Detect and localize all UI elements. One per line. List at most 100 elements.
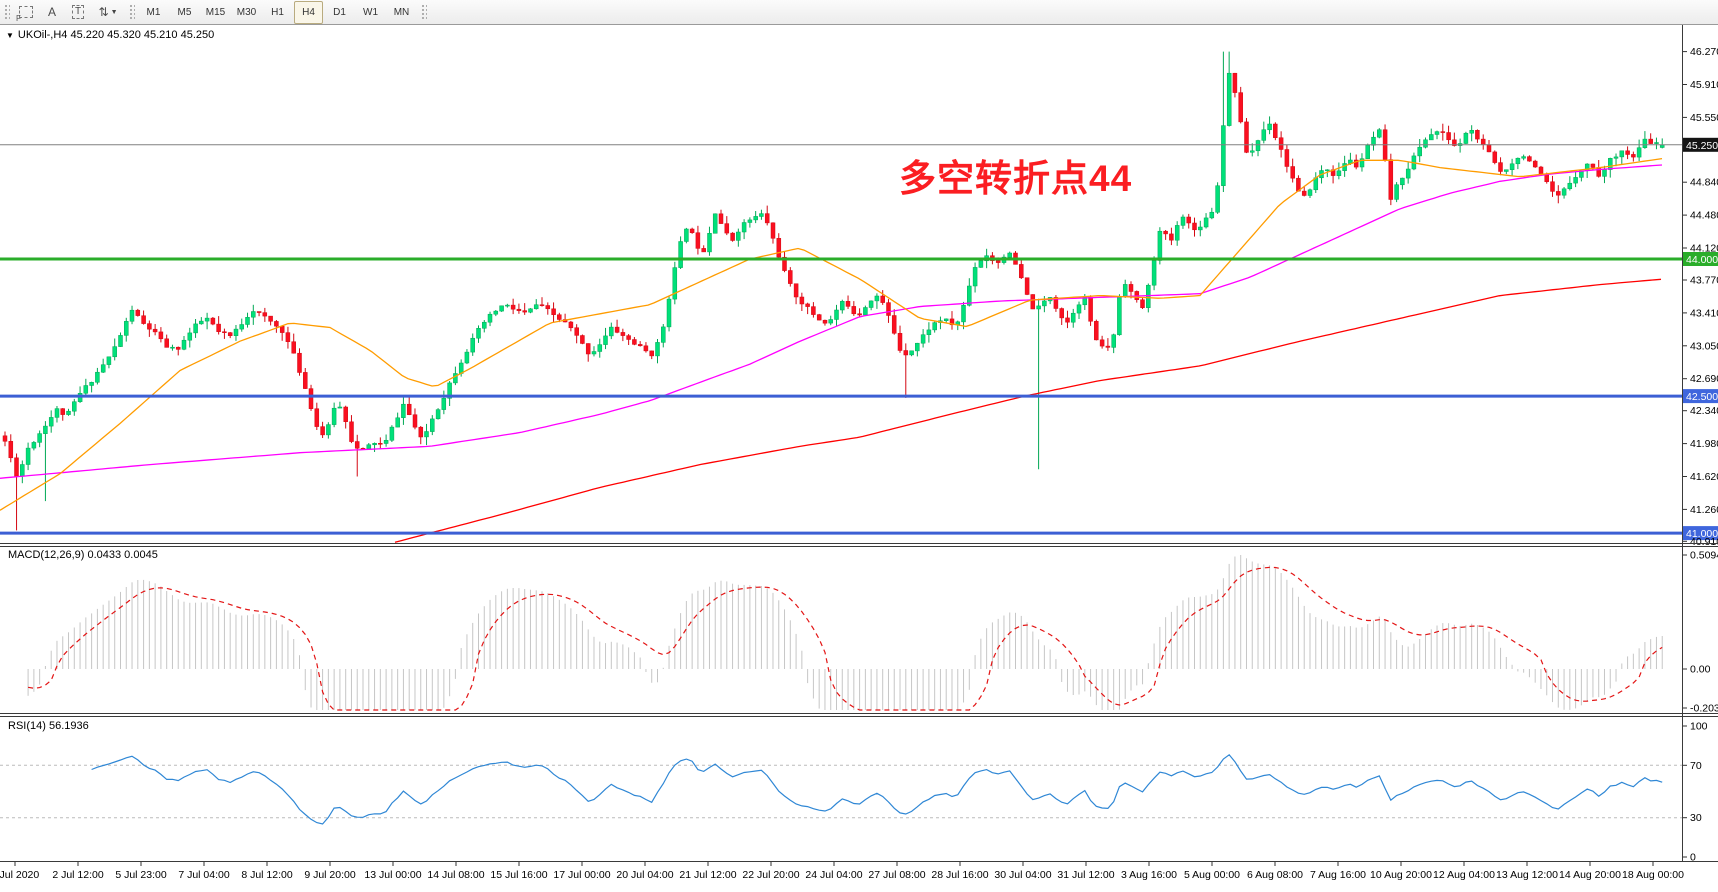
candle-body bbox=[776, 238, 782, 258]
rsi-tick-label: 70 bbox=[1690, 760, 1702, 772]
candle-body bbox=[816, 314, 822, 321]
candle-body bbox=[1417, 146, 1422, 157]
candle-body bbox=[1174, 225, 1180, 241]
price-tick-label: 43.050 bbox=[1690, 340, 1718, 352]
price-tick-label: 44.840 bbox=[1690, 177, 1718, 189]
candle-body bbox=[1452, 139, 1457, 146]
hline-41000-badge-label: 41.000 bbox=[1686, 528, 1718, 540]
candle-body bbox=[1573, 177, 1578, 184]
candle-body bbox=[1169, 233, 1174, 241]
candle-body bbox=[995, 260, 1001, 263]
chart-canvas[interactable]: 45.250 44.000 42.500 41.000 46.270 45.910 45.5… bbox=[0, 25, 1718, 892]
candle-body bbox=[718, 213, 724, 224]
candle-body bbox=[1128, 284, 1134, 292]
candle-body bbox=[1636, 147, 1642, 158]
candle-body bbox=[1400, 177, 1405, 186]
candle-body bbox=[1024, 277, 1030, 295]
candle-body bbox=[303, 372, 308, 389]
time-axis-label: 12 Aug 04:00 bbox=[1433, 869, 1495, 881]
toolbar-grip[interactable] bbox=[3, 3, 10, 21]
candle-body bbox=[1556, 191, 1561, 196]
candle-body bbox=[568, 321, 574, 329]
toolbar-grip[interactable] bbox=[420, 3, 427, 21]
candle-body bbox=[8, 441, 14, 459]
candle-body bbox=[1221, 125, 1226, 186]
candle-body bbox=[770, 222, 776, 239]
ma-fast-line[interactable] bbox=[0, 157, 1663, 511]
candle-body bbox=[2, 435, 8, 442]
candle-body bbox=[707, 233, 712, 253]
candle-body bbox=[661, 326, 666, 343]
candle-body bbox=[626, 335, 631, 340]
fibonacci-tool-button[interactable]: F bbox=[13, 1, 39, 24]
candle-body bbox=[279, 325, 285, 333]
candle-body bbox=[1463, 132, 1469, 144]
hline-42500-badge bbox=[1683, 389, 1718, 404]
timeframe-button-h1[interactable]: H1 bbox=[271, 6, 284, 18]
candle-body bbox=[978, 260, 984, 268]
candle-body bbox=[1267, 123, 1272, 131]
price-tick-label: 46.270 bbox=[1690, 46, 1718, 58]
candle-body bbox=[314, 408, 320, 427]
candle-body bbox=[1642, 138, 1648, 148]
candle-body bbox=[528, 308, 533, 313]
time-axis-label: 6 Aug 08:00 bbox=[1247, 869, 1303, 881]
candle-body bbox=[1567, 182, 1573, 190]
rsi-tick-label: 100 bbox=[1690, 721, 1708, 733]
timeframe-button-m15[interactable]: M15 bbox=[205, 6, 226, 18]
toolbar-grip[interactable] bbox=[128, 3, 135, 21]
time-axis-label: 31 Jul 12:00 bbox=[1057, 869, 1114, 881]
candle-body bbox=[1405, 168, 1411, 179]
text-tool-button[interactable]: T bbox=[65, 1, 91, 24]
candle-body bbox=[1250, 150, 1255, 153]
candle-body bbox=[1608, 158, 1613, 170]
candle-body bbox=[262, 312, 268, 317]
candle-body bbox=[1232, 72, 1238, 93]
hline-41000-badge bbox=[1683, 526, 1718, 541]
candle-body bbox=[1094, 321, 1099, 341]
candle-body bbox=[811, 306, 816, 315]
candle-body bbox=[1146, 284, 1151, 308]
candle-body bbox=[1429, 134, 1434, 141]
candle-body bbox=[1654, 142, 1659, 144]
candle-body bbox=[828, 319, 833, 324]
candle-body bbox=[943, 318, 949, 321]
candle-body bbox=[1509, 163, 1515, 170]
candle-body bbox=[1007, 252, 1012, 258]
ma-mid-line[interactable] bbox=[0, 164, 1663, 479]
candle-body bbox=[210, 317, 216, 325]
timeframe-button-w1[interactable]: W1 bbox=[363, 6, 378, 18]
timeframe-button-d1[interactable]: D1 bbox=[333, 6, 346, 18]
candle-body bbox=[383, 440, 389, 444]
rsi-line bbox=[91, 753, 1663, 825]
candle-body bbox=[1602, 169, 1607, 177]
candle-body bbox=[805, 303, 810, 307]
rsi-tick-label: 30 bbox=[1690, 812, 1702, 824]
candle-body bbox=[245, 317, 250, 325]
time-axis-label: 14 Aug 20:00 bbox=[1559, 869, 1621, 881]
candle-body bbox=[533, 304, 539, 310]
text-label-tool-button[interactable]: A bbox=[39, 1, 65, 24]
candle-body bbox=[181, 339, 187, 350]
timeframe-button-mn[interactable]: MN bbox=[393, 6, 410, 18]
chart-annotation-text[interactable]: 多空转折点44 bbox=[899, 158, 1133, 199]
arrows-icon: ⇅ bbox=[98, 5, 109, 19]
candle-body bbox=[106, 356, 112, 365]
candle-body bbox=[1278, 137, 1284, 150]
timeframe-button-m30[interactable]: M30 bbox=[236, 6, 257, 18]
candle-body bbox=[632, 339, 637, 345]
candle-body bbox=[401, 403, 406, 418]
symbol-dropdown-icon[interactable]: ▼ bbox=[6, 31, 14, 40]
candle-body bbox=[897, 333, 903, 351]
timeframe-button-m1[interactable]: M1 bbox=[146, 6, 161, 18]
time-axis-label: 1 Jul 2020 bbox=[0, 869, 39, 881]
candle-body bbox=[961, 305, 966, 323]
timeframe-button-h4[interactable]: H4 bbox=[294, 0, 323, 24]
candle-body bbox=[1192, 222, 1197, 231]
arrows-tool-button[interactable]: ⇅ ▼ bbox=[91, 1, 125, 24]
timeframe-button-m5[interactable]: M5 bbox=[177, 6, 192, 18]
candle-body bbox=[152, 328, 158, 333]
candle-body bbox=[1538, 166, 1544, 175]
candle-body bbox=[482, 321, 487, 329]
